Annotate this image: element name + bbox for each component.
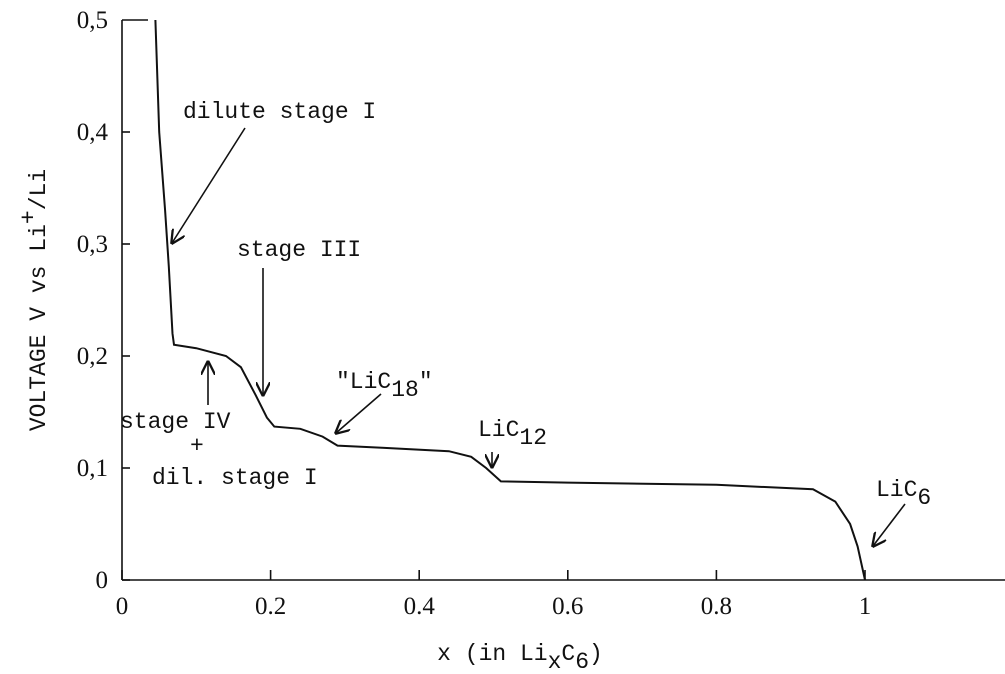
annotation: + [190,433,204,459]
annotation: dil. stage I [152,465,318,491]
text-part: "LiC [336,369,391,395]
y-tick-label: 0,5 [77,7,108,34]
x-axis-label: x (in LixC6) [437,641,603,674]
text-part: stage IV [120,409,231,435]
text-part: dil. stage I [152,465,318,491]
annotation: LiC6 [876,477,931,511]
y-tick-label: 0,3 [77,231,108,258]
y-tick-label: 0,4 [77,119,109,146]
y-tick-label: 0,2 [77,343,108,370]
annotation: dilute stage I [183,99,376,125]
text-part: stage III [237,237,361,263]
text-part: LiC [478,417,519,443]
text-part: ) [589,641,603,667]
x-tick-label: 0.4 [404,593,436,620]
text-part: + [190,433,204,459]
annotation-arrow [172,127,246,243]
y-axis-label: VOLTAGE V vs Li+/Li [16,169,52,431]
text-part: x [548,649,562,674]
x-tick-label: 0 [116,593,129,620]
y-tick-label: 0,1 [77,455,108,482]
annotation: LiC12 [478,417,547,451]
text-part: /Li [26,169,52,210]
text-part: 12 [519,425,547,451]
annotation: stage III [237,237,361,263]
text-part: C [561,641,575,667]
annotation: stage IV [120,409,231,435]
data-line [154,19,866,581]
annotation-arrow [336,393,382,433]
text-part: LiC [876,477,917,503]
text-part: + [16,210,42,224]
text-part: 6 [575,649,589,674]
text-part: VOLTAGE V vs Li [26,224,52,431]
text-part: " [419,369,433,395]
text-part: dilute stage I [183,99,376,125]
annotation: "LiC18" [336,369,433,403]
x-tick-label: 0.8 [701,593,732,620]
text-part: 6 [917,485,931,511]
text-part: 18 [391,377,419,403]
x-tick-label: 1 [859,593,872,620]
x-tick-label: 0.2 [255,593,286,620]
text-part: x (in Li [437,641,547,667]
y-tick-label: 0 [96,567,109,594]
annotation-arrow [873,503,906,546]
x-tick-label: 0.6 [552,593,583,620]
